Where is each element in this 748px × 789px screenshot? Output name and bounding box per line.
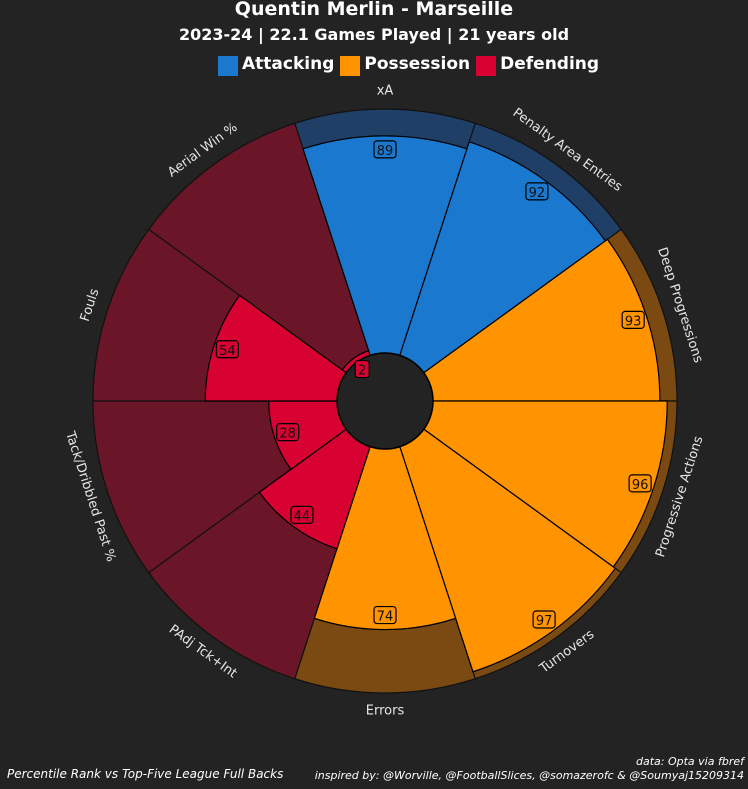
footer-credits: data: Opta via fbref inspired by: @Worvi… — [315, 755, 744, 783]
value-text-aerial-win: 2 — [358, 364, 366, 379]
value-slices — [204, 135, 668, 673]
value-text-penalty-area-entries: 92 — [529, 186, 546, 201]
value-text-progressive-actions: 96 — [632, 478, 649, 493]
center-hole — [336, 352, 434, 450]
value-label-fouls: 54 — [215, 340, 239, 359]
legend-swatch-attacking — [218, 56, 238, 76]
value-text-fouls: 54 — [219, 344, 236, 359]
value-text-padj-tck-int: 44 — [294, 509, 311, 524]
parameter-label-xa: xA — [377, 84, 394, 99]
value-box-deep-progressions — [621, 310, 645, 329]
value-box-padj-tck-int — [290, 505, 314, 524]
value-box-penalty-area-entries — [525, 182, 549, 201]
value-label-penalty-area-entries: 92 — [525, 182, 549, 201]
legend-label-defending: Defending — [500, 54, 600, 74]
legend-label-attacking: Attacking — [242, 54, 335, 74]
value-box-fouls — [215, 340, 239, 359]
value-label-tack-dribbled-past: 28 — [276, 423, 300, 442]
value-labels: 89 92 93 96 97 74 44 28 54 2 — [215, 140, 652, 629]
value-box-tack-dribbled-past — [276, 423, 300, 442]
parameter-label-fouls: Fouls — [78, 287, 103, 324]
value-text-deep-progressions: 93 — [625, 314, 642, 329]
footer-inspired-by: inspired by: @Worville, @FootballSlices,… — [314, 769, 744, 782]
value-label-padj-tck-int: 44 — [290, 505, 314, 524]
value-box-errors — [373, 605, 397, 625]
value-label-errors: 74 — [373, 605, 397, 625]
parameter-label-errors: Errors — [366, 704, 405, 719]
value-box-aerial-win — [354, 359, 370, 379]
legend-swatch-defending — [476, 56, 497, 76]
value-box-xa — [373, 140, 397, 159]
legend: Attacking Possession Defending — [218, 52, 605, 76]
value-text-errors: 74 — [377, 610, 394, 625]
value-label-xa: 89 — [373, 140, 397, 159]
footer-note: Percentile Rank vs Top-Five League Full … — [7, 767, 284, 781]
value-label-aerial-win: 2 — [354, 359, 370, 379]
value-label-turnovers: 97 — [532, 610, 556, 629]
legend-item-attacking: Attacking — [218, 52, 334, 76]
legend-swatch-possession — [340, 56, 361, 76]
value-text-tack-dribbled-past: 28 — [279, 427, 296, 442]
footer-data-source: data: Opta via fbref — [636, 755, 744, 768]
value-box-progressive-actions — [628, 474, 652, 493]
chart-subtitle: 2023-24 | 22.1 Games Played | 21 years o… — [178, 25, 570, 44]
value-text-xa: 89 — [377, 144, 394, 159]
chart-title: Quentin Merlin - Marseille — [234, 0, 514, 20]
value-label-progressive-actions: 96 — [628, 474, 652, 493]
legend-item-possession: Possession — [340, 52, 470, 76]
value-box-turnovers — [532, 610, 556, 629]
legend-label-possession: Possession — [364, 54, 471, 74]
legend-item-defending: Defending — [476, 52, 599, 76]
value-text-turnovers: 97 — [536, 614, 553, 629]
value-label-deep-progressions: 93 — [621, 310, 645, 329]
